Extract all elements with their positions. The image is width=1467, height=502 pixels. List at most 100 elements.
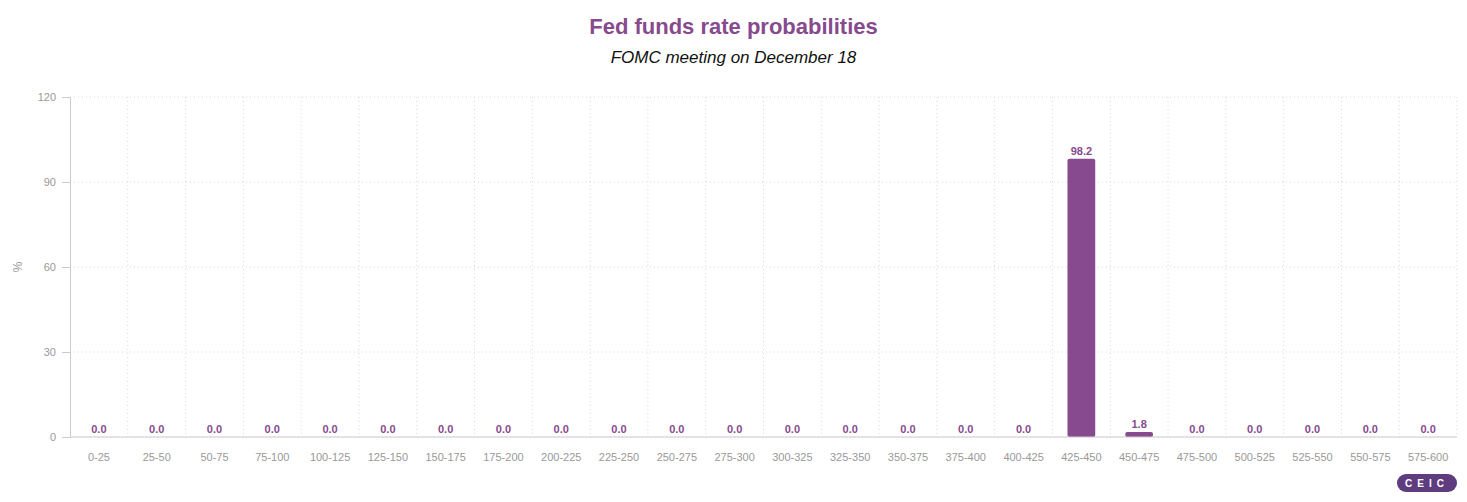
- data-labels: 0.0 0.0 0.0 0.0 0.0 0.0 0.0 0.0 0.0 0.0 0.0 0.0 0.0 0…: [91, 145, 1436, 435]
- data-label: 0.0: [785, 423, 800, 435]
- x-tick: 125-150: [368, 437, 408, 463]
- x-tick: 250-275: [657, 437, 697, 463]
- data-label: 0.0: [91, 423, 106, 435]
- x-tick-label: 275-300: [714, 451, 754, 463]
- grid-line-x: [705, 97, 706, 437]
- y-axis: 0306090120: [38, 91, 71, 443]
- x-tick: 200-225: [541, 437, 581, 463]
- grid-line-x: [1399, 97, 1400, 437]
- x-tick: 375-400: [946, 437, 986, 463]
- x-tick: 350-375: [888, 437, 928, 463]
- grid-line-x: [1283, 97, 1284, 437]
- grid-line-x: [1168, 97, 1169, 437]
- data-label: 0.0: [958, 423, 973, 435]
- x-tick-label: 75-100: [255, 451, 289, 463]
- grid-line-x: [879, 97, 880, 437]
- y-tick: 30: [44, 346, 70, 358]
- grid-line-x: [763, 97, 764, 437]
- data-label: 0.0: [843, 423, 858, 435]
- data-label: 0.0: [1305, 423, 1320, 435]
- x-tick: 225-250: [599, 437, 639, 463]
- x-tick-label: 325-350: [830, 451, 870, 463]
- grid-line-x: [185, 97, 186, 437]
- grid-line-x: [416, 97, 417, 437]
- grid-line-x: [243, 97, 244, 437]
- x-tick-label: 550-575: [1350, 451, 1390, 463]
- y-tick-label: 30: [44, 346, 56, 358]
- y-tick-mark: [62, 437, 70, 438]
- grid-line-x: [532, 97, 533, 437]
- x-tick: 50-75: [200, 437, 228, 463]
- grid-line-x: [1457, 97, 1458, 437]
- grid-line-x: [647, 97, 648, 437]
- y-axis-line: [62, 98, 71, 438]
- chart: Fed funds rate probabilities FOMC meeting…: [0, 0, 1467, 502]
- y-tick-mark: [62, 182, 70, 183]
- x-tick-label: 125-150: [368, 451, 408, 463]
- grid-line-x: [994, 97, 995, 437]
- grid-line-x: [1225, 97, 1226, 437]
- x-tick: 525-550: [1292, 437, 1332, 463]
- y-tick-label: 120: [38, 91, 56, 103]
- x-tick-label: 500-525: [1235, 451, 1275, 463]
- x-tick-label: 225-250: [599, 451, 639, 463]
- grid: [70, 97, 1457, 437]
- data-label: 0.0: [1016, 423, 1031, 435]
- x-tick: 275-300: [714, 437, 754, 463]
- grid-line-x: [474, 97, 475, 437]
- y-tick-mark: [62, 352, 70, 353]
- data-label: 0.0: [380, 423, 395, 435]
- grid-line-y: [70, 352, 1457, 353]
- x-tick-label: 0-25: [88, 451, 110, 463]
- y-axis-title: %: [11, 261, 25, 272]
- data-label: 0.0: [1363, 423, 1378, 435]
- bars: [1067, 159, 1153, 437]
- title: Fed funds rate probabilities: [589, 14, 877, 39]
- x-tick-label: 250-275: [657, 451, 697, 463]
- x-tick-label: 200-225: [541, 451, 581, 463]
- x-tick-label: 475-500: [1177, 451, 1217, 463]
- x-tick-label: 400-425: [1003, 451, 1043, 463]
- data-label: 0.0: [322, 423, 337, 435]
- x-tick-label: 450-475: [1119, 451, 1159, 463]
- x-tick: 575-600: [1408, 437, 1448, 463]
- data-label: 98.2: [1071, 145, 1092, 157]
- data-label: 0.0: [554, 423, 569, 435]
- x-tick: 0-25: [88, 437, 110, 463]
- x-axis-line: [70, 437, 1457, 438]
- subtitle: FOMC meeting on December 18: [611, 48, 857, 67]
- data-label: 0.0: [727, 423, 742, 435]
- grid-line-x: [590, 97, 591, 437]
- x-tick-label: 575-600: [1408, 451, 1448, 463]
- y-tick-mark: [62, 267, 70, 268]
- data-label: 0.0: [900, 423, 915, 435]
- y-tick: 0: [50, 431, 70, 443]
- x-tick-label: 100-125: [310, 451, 350, 463]
- data-label: 0.0: [1189, 423, 1204, 435]
- logo-badge: [1397, 474, 1457, 492]
- logo-text: CEIC: [1405, 478, 1449, 489]
- bar: [1067, 159, 1095, 437]
- grid-line-x: [301, 97, 302, 437]
- grid-line-y: [70, 437, 1457, 438]
- x-tick: 450-475: [1119, 437, 1159, 463]
- x-tick-label: 50-75: [200, 451, 228, 463]
- x-tick-label: 150-175: [425, 451, 465, 463]
- plot: 0.0 0.0 0.0 0.0 0.0 0.0 0.0 0.0 0.0 0.0 0.0 0.0 0.0 0…: [38, 91, 1457, 463]
- x-tick-label: 25-50: [143, 451, 171, 463]
- data-label: 0.0: [1247, 423, 1262, 435]
- data-label: 0.0: [207, 423, 222, 435]
- data-label: 0.0: [1420, 423, 1435, 435]
- x-tick: 550-575: [1350, 437, 1390, 463]
- data-label: 0.0: [496, 423, 511, 435]
- x-tick: 25-50: [143, 437, 171, 463]
- x-tick-label: 425-450: [1061, 451, 1101, 463]
- grid-line-x: [1341, 97, 1342, 437]
- data-label: 0.0: [265, 423, 280, 435]
- data-label: 0.0: [149, 423, 164, 435]
- x-tick-label: 350-375: [888, 451, 928, 463]
- data-label: 0.0: [438, 423, 453, 435]
- y-tick-mark: [62, 97, 70, 98]
- x-tick: 100-125: [310, 437, 350, 463]
- x-tick-label: 525-550: [1292, 451, 1332, 463]
